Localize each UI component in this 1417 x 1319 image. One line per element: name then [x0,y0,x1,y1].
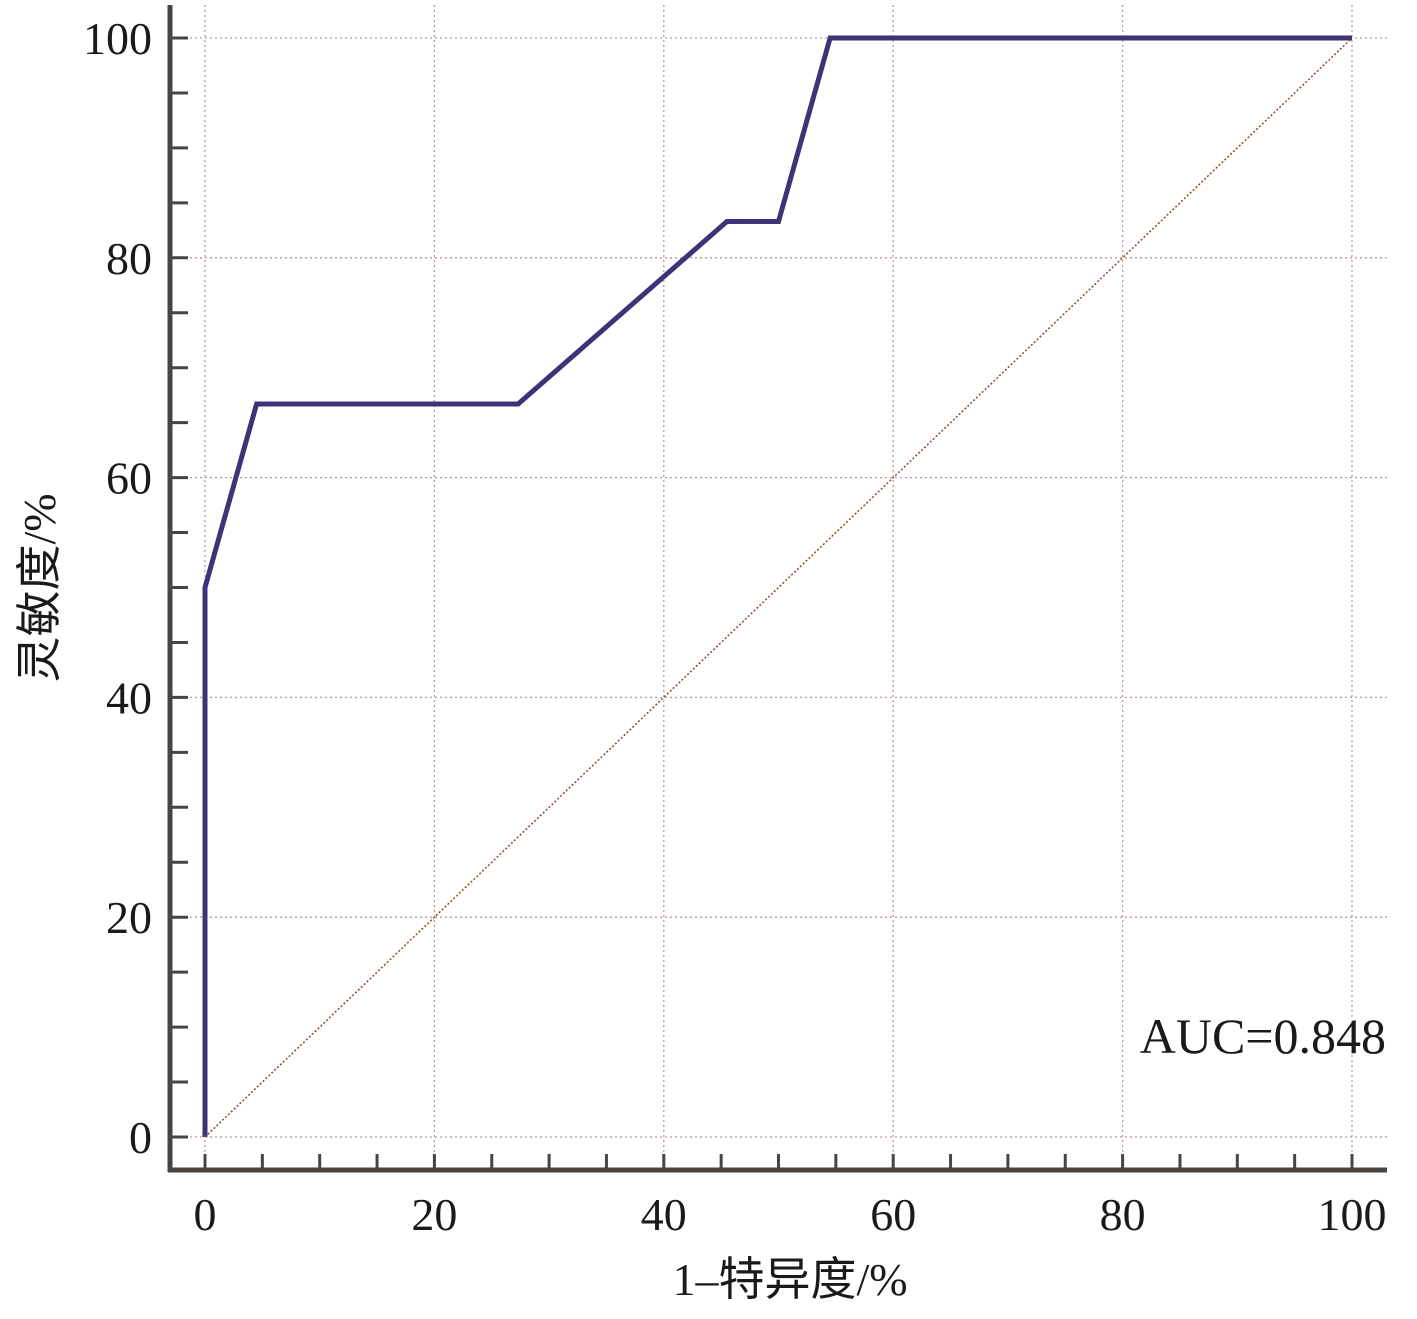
y-tick-label: 20 [106,892,152,943]
y-tick-label: 60 [106,453,152,504]
y-tick-label: 0 [129,1112,152,1163]
x-tick-label: 0 [194,1189,217,1240]
x-tick-label: 20 [411,1189,457,1240]
axes [167,5,1387,1173]
series [202,35,1353,1138]
reference-line [204,37,1353,1138]
y-tick-label: 100 [83,13,152,64]
x-axis-title: 1–特异度/% [672,1254,907,1305]
tick-labels: 0 20 40 60 80 100 0 20 40 60 80 100 [83,13,1387,1240]
roc-curve [202,35,1352,1137]
y-axis-title: 灵敏度/% [14,493,65,682]
x-tick-label: 60 [870,1189,916,1240]
x-tick-label: 80 [1100,1189,1146,1240]
x-tick-label: 40 [641,1189,687,1240]
y-tick-label: 40 [106,672,152,723]
auc-annotation: AUC=0.848 [1140,1008,1386,1064]
y-tick-label: 80 [106,233,152,284]
x-tick-label: 100 [1318,1189,1387,1240]
